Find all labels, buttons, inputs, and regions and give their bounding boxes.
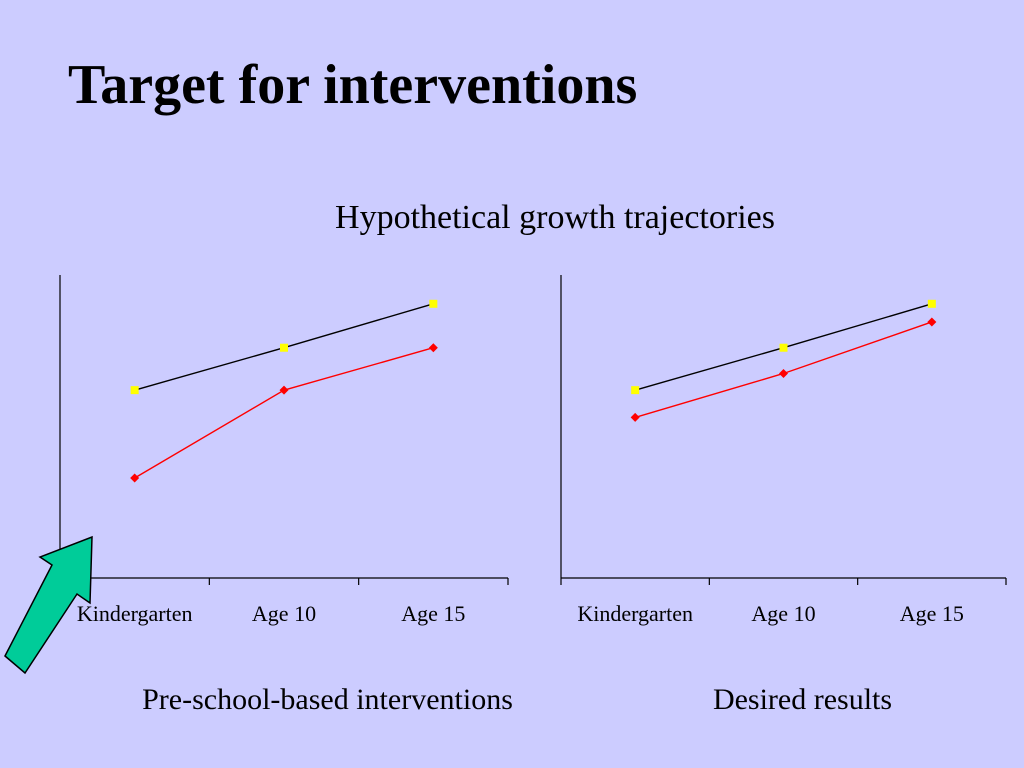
chart-right: Kindergarten Age 10 Age 15 [560,275,1007,626]
x-tick-label: Age 15 [900,601,964,626]
x-tick-label: Age 10 [252,601,316,626]
series-line [134,347,434,479]
data-point [429,299,438,308]
data-point [130,473,140,483]
x-tick-label: Kindergarten [577,601,693,626]
caption-right: Desired results [712,683,893,716]
data-point [779,343,788,352]
x-tick-label: Age 10 [751,601,815,626]
caption-left: Pre-school-based interventions [142,683,513,716]
data-point [630,412,640,422]
data-point [927,299,936,308]
data-point [280,343,288,352]
data-point [631,386,640,395]
data-point [279,385,289,395]
data-point [779,368,788,378]
chart-subtitle: Hypothetical growth trajectories [335,199,775,236]
data-point [428,343,438,353]
x-tick-label: Age 15 [401,601,465,626]
green-arrow-icon [4,535,93,675]
data-point [927,317,937,327]
chart-left: Kindergarten Age 10 Age 15 [59,275,509,626]
data-point [130,386,139,395]
slide-title: Target for interventions [68,54,638,116]
x-tick-label: Kindergarten [77,601,193,626]
